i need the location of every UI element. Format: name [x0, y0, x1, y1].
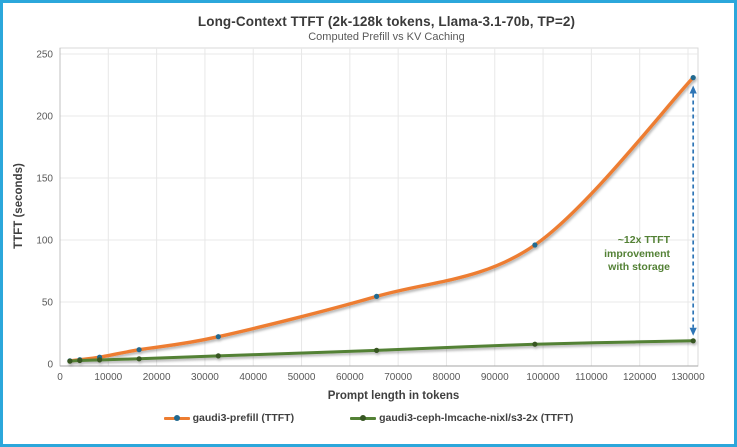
data-point-marker	[532, 242, 538, 248]
data-point-marker	[77, 357, 83, 364]
series-line-lmcache	[68, 339, 695, 363]
y-tick-label: 0	[47, 360, 53, 371]
x-tick-label: 30000	[191, 372, 219, 383]
data-point-marker	[374, 347, 380, 353]
annotation-line-3: with storage	[608, 261, 670, 273]
y-tick-label: 100	[36, 236, 53, 247]
x-axis-title: Prompt length in tokens	[327, 390, 460, 402]
x-tick-label: 20000	[143, 372, 171, 383]
x-tick-label: 120000	[623, 372, 657, 383]
chart-legend: gaudi3-prefill (TTFT) gaudi3-ceph-lmcach…	[3, 412, 734, 424]
series-group	[67, 75, 696, 364]
data-point-marker	[136, 356, 142, 362]
x-tick-label: 130000	[671, 372, 705, 383]
legend-item-prefill: gaudi3-prefill (TTFT)	[163, 412, 295, 424]
series-line-prefill	[68, 75, 695, 363]
data-point-marker	[374, 293, 380, 299]
legend-line-marker-icon	[350, 414, 377, 423]
x-tick-label: 80000	[433, 372, 461, 383]
x-tick-label: 110000	[575, 372, 608, 383]
annotation-line-1: ~12x TTFT	[617, 234, 670, 246]
x-tick-label: 70000	[384, 372, 412, 383]
legend-label: gaudi3-prefill (TTFT)	[192, 412, 295, 424]
data-point-marker	[215, 353, 221, 359]
chart-canvas: 0 50 100 150 200 250 0 10000 20000 30000 40000 5000…	[36, 47, 705, 383]
y-tick-label: 50	[42, 298, 54, 309]
data-point-marker	[97, 357, 103, 363]
legend-line-marker-icon	[163, 414, 190, 423]
y-axis-title: TTFT (seconds)	[13, 163, 25, 249]
x-tick-label: 40000	[239, 372, 267, 383]
x-tick-label: 50000	[288, 372, 316, 383]
data-point-marker	[690, 75, 696, 81]
y-tick-label: 250	[36, 50, 53, 61]
arrow-down-icon	[689, 327, 697, 336]
annotation-12x-improvement: ~12x TTFT improvement with storage	[540, 234, 670, 275]
x-tick-label: 90000	[481, 372, 509, 383]
y-tick-label: 150	[36, 174, 53, 185]
x-tick-label: 10000	[94, 372, 122, 383]
data-point-marker	[532, 341, 538, 347]
y-tick-label: 200	[36, 112, 53, 123]
chart-title: Long-Context TTFT (2k-128k tokens, Llama…	[197, 14, 576, 29]
data-point-marker	[215, 334, 221, 340]
x-tick-label: 60000	[336, 372, 364, 383]
legend-item-lmcache: gaudi3-ceph-lmcache-nixl/s3-2x (TTFT)	[350, 412, 573, 424]
annotation-line-2: improvement	[604, 247, 670, 260]
data-point-marker	[67, 358, 73, 364]
plot-area-border	[59, 47, 699, 367]
legend-label: gaudi3-ceph-lmcache-nixl/s3-2x (TTFT)	[379, 412, 574, 424]
data-point-marker	[690, 338, 696, 344]
arrow-up-icon	[689, 85, 697, 94]
data-point-marker	[136, 347, 142, 353]
chart-subtitle: Computed Prefill vs KV Caching	[308, 31, 465, 43]
x-tick-label: 100000	[526, 372, 560, 383]
x-tick-label: 0	[57, 372, 63, 383]
